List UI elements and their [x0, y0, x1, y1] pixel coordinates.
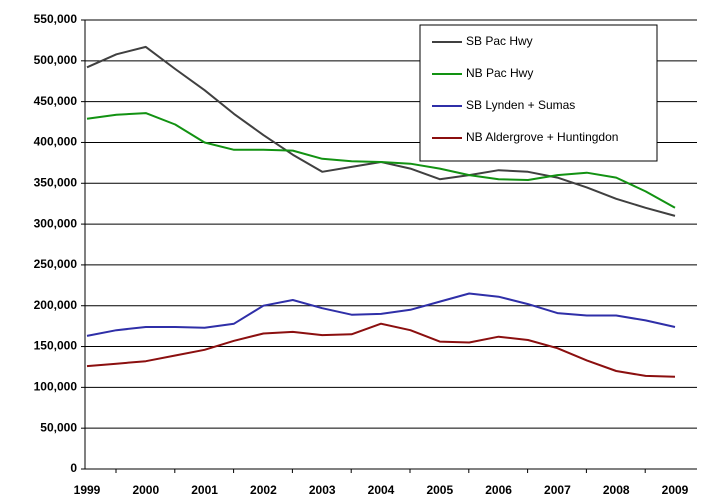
x-tick-label: 2004: [368, 483, 395, 497]
x-tick-label: 2007: [544, 483, 571, 497]
y-tick-label: 200,000: [34, 298, 78, 312]
x-tick-label: 2002: [250, 483, 277, 497]
series-line: [86, 112, 676, 209]
x-tick-label: 2005: [426, 483, 453, 497]
legend-label: SB Pac Hwy: [466, 34, 533, 48]
y-tick-label: 350,000: [34, 175, 78, 189]
y-tick-label: 500,000: [34, 53, 78, 67]
series-line: [86, 322, 676, 378]
x-tick-label: 2006: [485, 483, 512, 497]
x-tick-label: 2001: [191, 483, 218, 497]
y-tick-label: 400,000: [34, 135, 78, 149]
y-tick-label: 150,000: [34, 339, 78, 353]
y-tick-label: 550,000: [34, 12, 78, 26]
x-tick-label: 2003: [309, 483, 336, 497]
y-tick-label: 450,000: [34, 94, 78, 108]
y-tick-label: 100,000: [34, 380, 78, 394]
y-tick-label: 300,000: [34, 216, 78, 230]
legend-label: NB Pac Hwy: [466, 66, 533, 80]
series-line: [86, 292, 676, 337]
x-tick-label: 1999: [74, 483, 101, 497]
legend-label: NB Aldergrove + Huntingdon: [466, 130, 618, 144]
y-tick-label: 50,000: [40, 420, 77, 434]
x-tick-label: 2009: [662, 483, 689, 497]
x-tick-label: 2000: [132, 483, 159, 497]
y-tick-label: 0: [70, 461, 77, 475]
legend-label: SB Lynden + Sumas: [466, 98, 575, 112]
y-tick-label: 250,000: [34, 257, 78, 271]
x-tick-label: 2008: [603, 483, 630, 497]
legend: SB Pac Hwy NB Pac Hwy SB Lynden + Sumas NB …: [419, 24, 658, 162]
